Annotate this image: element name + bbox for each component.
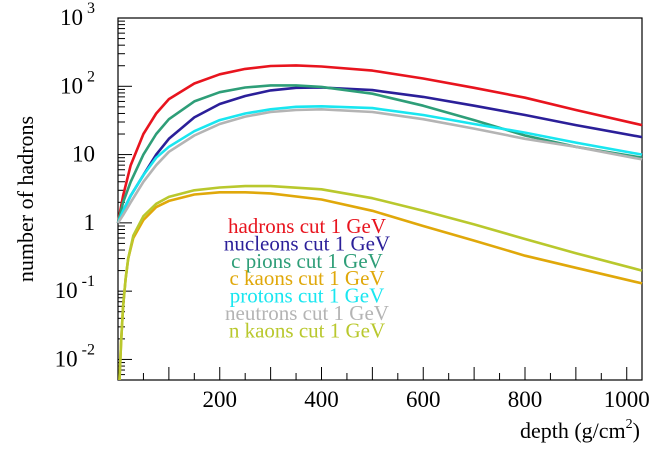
x-tick-label: 800: [508, 387, 543, 412]
plot-frame: [117, 17, 643, 381]
x-tick-label: 400: [304, 387, 339, 412]
x-tick-label: 200: [202, 387, 237, 412]
series-line-6: [118, 184, 643, 381]
y-tick-label: 1: [84, 210, 96, 235]
series-line-4: [116, 105, 643, 224]
x-axis-title-main: depth (g/cm: [520, 418, 626, 443]
x-axis-ticks: 200 400 600 800 1000: [142, 367, 650, 412]
legend-entry-3: c kaons cut 1 GeV: [229, 266, 384, 290]
series-line-0: [116, 64, 643, 224]
x-axis-title: depth (g/cm2): [520, 417, 640, 443]
series-line-2: [116, 84, 643, 224]
y-tick-label: 10 3: [60, 0, 95, 30]
legend-entry-1: nucleons cut 1 GeV: [224, 231, 390, 255]
x-axis-title-close: ): [633, 418, 640, 443]
y-tick-label: 10: [72, 142, 95, 167]
legend-entry-6: n kaons cut 1 GeV: [229, 318, 385, 342]
y-axis-title: number of hadrons: [13, 116, 38, 282]
legend-entry-5: neutrons cut 1 GeV: [225, 301, 389, 325]
x-tick-label: 1000: [604, 387, 650, 412]
series-lines: [116, 64, 643, 381]
x-axis-title-superscript: 2: [626, 417, 633, 432]
y-tick-label: 10 -2: [55, 341, 95, 371]
x-tick-label: 600: [406, 387, 441, 412]
legend-entry-2: c pions cut 1 GeV: [231, 249, 383, 273]
legend-entry-0: hadrons cut 1 GeV: [228, 214, 386, 238]
y-tick-label: 10 -1: [55, 273, 95, 303]
y-tick-label: 10 2: [60, 68, 95, 98]
legend-entry-4: protons cut 1 GeV: [230, 284, 385, 308]
series-line-5: [116, 108, 643, 224]
